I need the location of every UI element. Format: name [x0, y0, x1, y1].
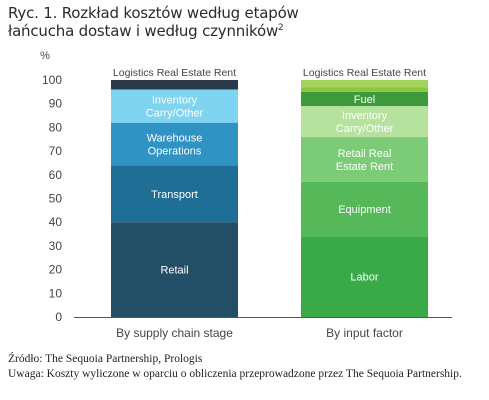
figure-title-line2: łańcucha dostaw i według czynników — [8, 22, 279, 40]
segment-label-line: Carry/Other — [336, 123, 394, 135]
stacked-bar-chart: % 0 10 20 30 40 50 60 70 80 90 100 Retail Transport Wa… — [40, 50, 452, 340]
y-tick-label: 10 — [49, 286, 63, 300]
y-tick-label: 90 — [49, 97, 63, 111]
segment-label: Equipment — [338, 204, 391, 216]
segment-label: Retail Real Estate Rent — [336, 148, 393, 173]
segment-label: Inventory Carry/Other — [146, 95, 204, 120]
segment-label-line: Inventory — [152, 95, 198, 107]
bar-segment — [301, 80, 428, 88]
y-tick-label: 0 — [55, 310, 62, 324]
bar-segment — [111, 80, 238, 90]
segment-label: Warehouse Operations — [147, 132, 203, 157]
segment-label-line: Fuel — [354, 94, 375, 106]
segment-label-line: Retail — [160, 265, 188, 277]
segment-label-line: Retail Real — [338, 148, 392, 160]
bar-segment — [301, 181, 428, 237]
x-category-label: By supply chain stage — [116, 326, 233, 340]
segment-label-line: Labor — [350, 272, 378, 284]
bar-segment — [111, 165, 238, 223]
bar-segment — [111, 89, 238, 123]
segment-label: Transport — [151, 189, 198, 201]
segment-label: Fuel — [354, 94, 375, 106]
y-tick-label: 80 — [49, 120, 63, 134]
figure-title-footnote-marker: 2 — [278, 23, 284, 33]
segment-label-line: Estate Rent — [336, 161, 393, 173]
figure-title: Ryc. 1. Rozkład kosztów według etapów ła… — [8, 4, 299, 40]
y-tick-label: 70 — [49, 144, 63, 158]
bar-segment — [301, 87, 428, 92]
segment-label-line: Inventory — [342, 110, 388, 122]
y-tick-label: 20 — [49, 263, 63, 277]
footnotes: Źródło: The Sequoia Partnership, Prologi… — [8, 352, 488, 382]
segment-label-line: Operations — [148, 145, 202, 157]
y-tick-label: 100 — [42, 73, 62, 87]
segment-label-line: Carry/Other — [146, 108, 204, 120]
remark-note: Uwaga: Koszty wyliczone w oparciu o obli… — [8, 368, 462, 380]
bar-top-label: Logistics Real Estate Rent — [113, 67, 236, 79]
bar-segment — [301, 91, 428, 107]
bar-segment — [301, 236, 428, 317]
y-tick-label: 50 — [49, 192, 63, 206]
y-tick-label: 60 — [49, 168, 63, 182]
x-category-label: By input factor — [326, 326, 403, 340]
segment-label: Retail — [160, 265, 188, 277]
segment-label-line: Equipment — [338, 204, 391, 216]
bar-segment — [301, 136, 428, 182]
bar-segment — [111, 122, 238, 166]
bar-segment — [111, 222, 238, 317]
bar-top-label: Logistics Real Estate Rent — [303, 67, 426, 79]
segment-label-line: Warehouse — [147, 132, 203, 144]
segment-label-line: Transport — [151, 189, 198, 201]
y-axis-label: % — [40, 50, 50, 62]
y-tick-label: 40 — [49, 215, 63, 229]
figure-title-line1: Ryc. 1. Rozkład kosztów według etapów — [8, 4, 299, 22]
segment-label: Inventory Carry/Other — [336, 110, 394, 135]
segment-label: Labor — [350, 272, 378, 284]
source-note: Źródło: The Sequoia Partnership, Prologi… — [8, 353, 203, 365]
y-tick-label: 30 — [49, 239, 63, 253]
bar-segment — [301, 106, 428, 137]
